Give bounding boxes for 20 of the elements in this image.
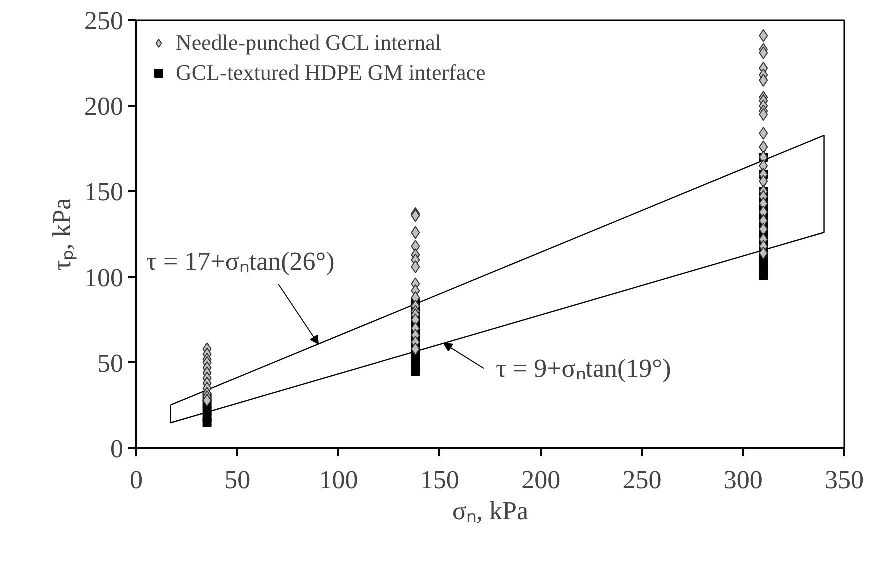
x-tick-label: 200: [522, 466, 561, 494]
y-tick-label: 250: [84, 6, 124, 36]
legend-label: GCL-textured HDPE GM interface: [176, 60, 486, 86]
x-tick-label: 300: [724, 466, 763, 494]
y-tick-label: 200: [84, 92, 124, 122]
annotation: τ = 9+σₙtan(19°): [496, 354, 672, 384]
x-axis-title: σₙ, kPa: [452, 496, 529, 526]
x-tick-label: 350: [825, 466, 864, 494]
annotation: τ = 17+σₙtan(26°): [146, 247, 335, 276]
y-tick-label: 50: [98, 348, 124, 378]
y-tick-label: 0: [110, 434, 124, 464]
x-tick-label: 250: [622, 466, 662, 494]
y-tick-label: 100: [84, 263, 124, 292]
x-tick-label: 50: [224, 466, 251, 494]
x-tick-label: 150: [420, 466, 460, 494]
x-tick-label: 100: [319, 466, 358, 494]
y-tick-label: 150: [84, 178, 124, 207]
legend-label: Needle-punched GCL internal: [176, 30, 442, 56]
x-tick-label: 0: [130, 466, 143, 494]
y-axis-title: τₚ, kPa: [48, 198, 78, 271]
